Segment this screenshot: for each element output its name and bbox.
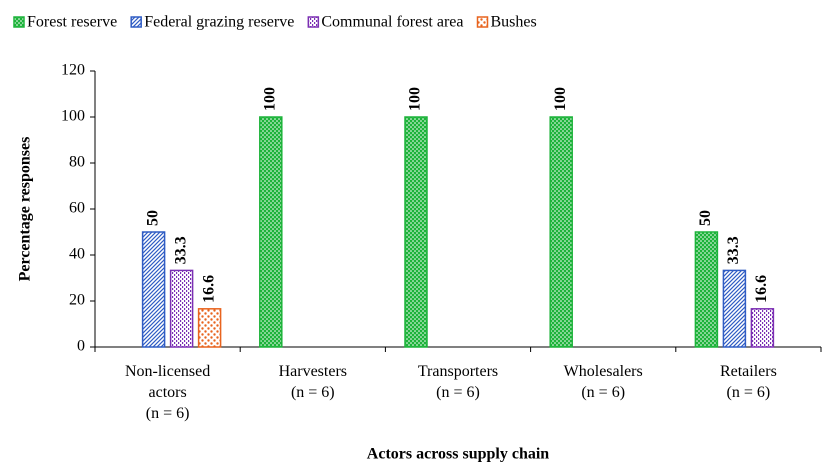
bar: [750, 308, 775, 348]
bar: [169, 269, 194, 348]
bar: [259, 116, 283, 348]
y-tick-label: 100: [61, 108, 85, 125]
y-tick-label: 60: [69, 200, 85, 217]
legend-label: Forest reserve: [27, 14, 117, 31]
bar: [694, 231, 719, 348]
bar: [722, 269, 747, 348]
y-tick-label: 20: [69, 292, 85, 309]
x-axis-title: Actors across supply chain: [367, 446, 549, 463]
bar: [404, 116, 428, 348]
legend-label: Communal forest area: [321, 14, 463, 31]
value-label: 16.6: [200, 275, 217, 303]
legend-swatch: [476, 16, 489, 28]
value-label: 100: [552, 87, 569, 111]
value-label: 100: [261, 87, 278, 111]
value-label: 33.3: [172, 236, 189, 264]
bar: [197, 308, 222, 348]
y-tick-label: 40: [69, 246, 85, 263]
x-tick-label: Harvesters (n = 6): [279, 363, 347, 401]
legend-swatch: [307, 16, 320, 28]
bar: [549, 116, 573, 348]
y-tick-label: 80: [69, 154, 85, 171]
value-label: 50: [697, 210, 714, 226]
y-axis-title: Percentage responses: [17, 137, 34, 282]
x-tick-label: Wholesalers (n = 6): [564, 363, 643, 401]
x-tick-label: Non-licensed actors (n = 6): [125, 363, 210, 422]
x-tick-label: Transporters (n = 6): [418, 363, 498, 401]
legend: Forest reserve Federal grazing reserve Com…: [13, 14, 537, 31]
legend-label: Federal grazing reserve: [144, 14, 294, 31]
y-tick-label: 0: [77, 338, 85, 355]
value-label: 16.6: [753, 275, 770, 303]
value-label: 33.3: [725, 236, 742, 264]
legend-swatch: [130, 16, 142, 28]
x-tick-label: Retailers (n = 6): [720, 363, 777, 401]
legend-swatch: [13, 16, 25, 28]
value-label: 50: [144, 210, 161, 226]
bar: [141, 231, 166, 348]
y-tick-label: 120: [61, 62, 85, 79]
legend-label: Bushes: [491, 14, 537, 31]
value-label: 100: [407, 87, 424, 111]
